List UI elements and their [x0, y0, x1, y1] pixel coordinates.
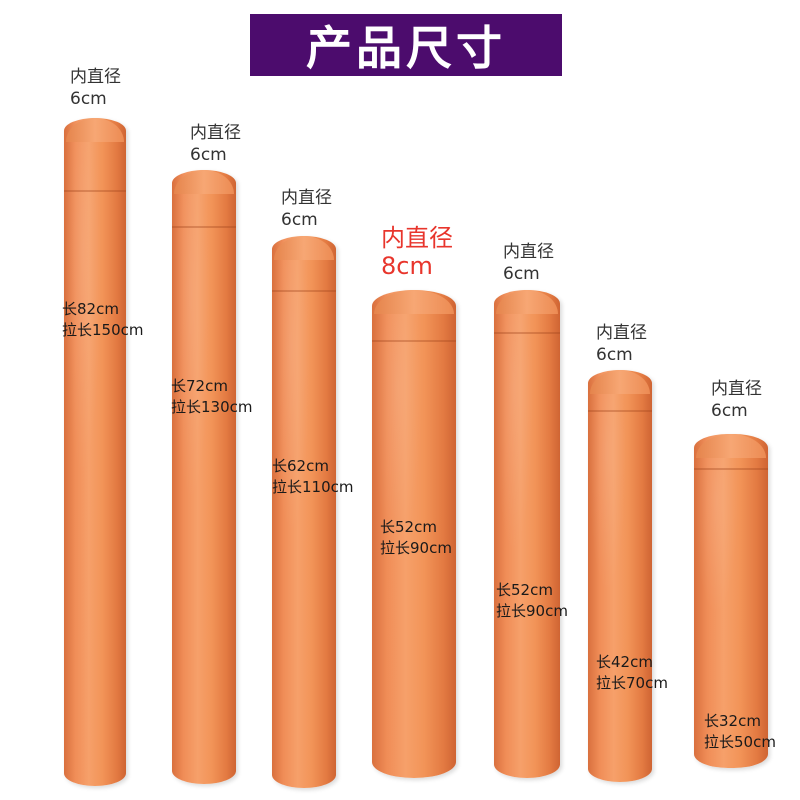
tube-52cm-8cm [372, 290, 456, 778]
diameter-label: 内直径 6cm [190, 123, 241, 165]
length-label: 长72cm 拉长130cm [171, 377, 253, 416]
cap-seam [694, 468, 768, 470]
length-label: 长52cm 拉长90cm [380, 518, 452, 557]
diameter-label: 内直径 6cm [596, 323, 647, 365]
tube-32cm [694, 434, 768, 768]
tube-cap [274, 236, 334, 260]
tube-cap [590, 370, 650, 394]
length-label: 长62cm 拉长110cm [272, 457, 354, 496]
cap-seam [172, 226, 236, 228]
tube-cap [174, 170, 234, 194]
diameter-label: 内直径 6cm [70, 67, 121, 109]
diameter-label: 内直径 6cm [711, 379, 762, 421]
tube-42cm [588, 370, 652, 782]
tube-62cm [272, 236, 336, 788]
tube-52cm [494, 290, 560, 778]
cap-seam [272, 290, 336, 292]
tube-cap [696, 434, 766, 458]
tube-82cm [64, 118, 126, 786]
tube-cap [66, 118, 124, 142]
page-title: 产品尺寸 [306, 21, 506, 75]
diameter-label: 内直径 6cm [281, 188, 332, 230]
cap-seam [372, 340, 456, 342]
diameter-label-highlight: 内直径 8cm [381, 224, 453, 280]
cap-seam [64, 190, 126, 192]
length-label: 长32cm 拉长50cm [704, 712, 776, 751]
tube-cap [374, 290, 454, 314]
length-label: 长52cm 拉长90cm [496, 581, 568, 620]
length-label: 长42cm 拉长70cm [596, 653, 668, 692]
tube-cap [496, 290, 558, 314]
diameter-label: 内直径 6cm [503, 242, 554, 284]
tube-72cm [172, 170, 236, 784]
title-banner: 产品尺寸 [250, 14, 562, 76]
length-label: 长82cm 拉长150cm [62, 300, 144, 339]
cap-seam [494, 332, 560, 334]
cap-seam [588, 410, 652, 412]
